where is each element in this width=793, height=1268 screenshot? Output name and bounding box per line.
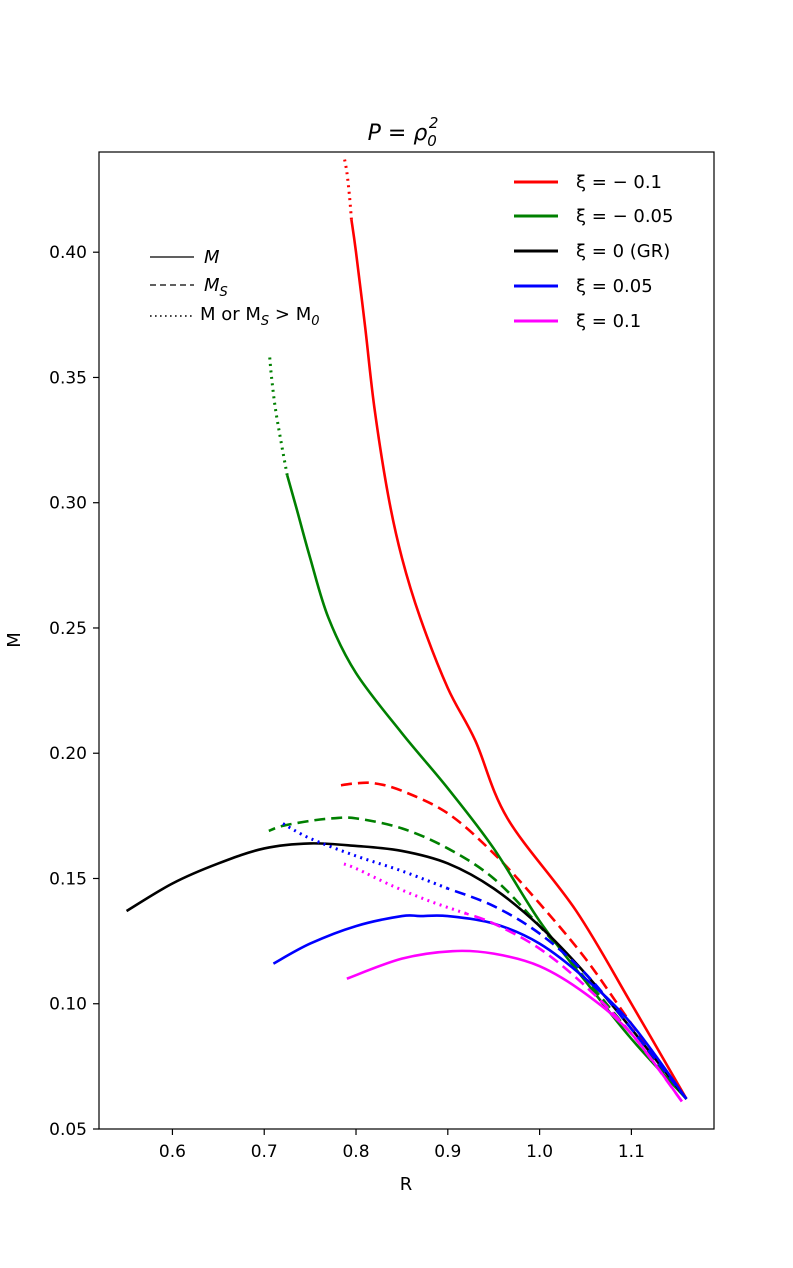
x-tick-label: 0.9 [434, 1142, 461, 1162]
legend-label-xi-005: ξ = 0.05 [576, 276, 653, 297]
x-tick-label: 0.6 [159, 1142, 186, 1162]
x-axis-label: R [400, 1174, 413, 1195]
y-axis-label: M [4, 632, 25, 648]
series-layer [125, 156, 688, 1103]
style-legend-dotted-label: M or MS > M0 [200, 304, 320, 329]
series-line [268, 816, 688, 1100]
y-tick-label: 0.35 [49, 368, 87, 388]
x-tick-label: 0.8 [342, 1142, 369, 1162]
series-legend: ξ = − 0.1 ξ = − 0.05 ξ = 0 (GR) ξ = 0.05… [514, 172, 673, 332]
series-line [346, 949, 683, 1103]
chart-title: P = ρ02 [368, 114, 439, 150]
legend-label-xi-01: ξ = 0.1 [576, 311, 641, 332]
y-tick-label: 0.05 [49, 1120, 87, 1140]
series-line [465, 912, 683, 1103]
series-line [337, 781, 688, 1100]
series-line [350, 219, 688, 1100]
y-tick-label: 0.20 [49, 744, 87, 764]
x-tick-label: 0.7 [251, 1142, 278, 1162]
legend-label-xi-m01: ξ = − 0.1 [576, 172, 662, 193]
style-legend-solid-label: M [204, 247, 220, 268]
y-ticks: 0.05 0.10 0.15 0.20 0.25 0.30 0.35 0.40 [49, 243, 99, 1140]
series-line [447, 887, 688, 1100]
y-tick-label: 0.40 [49, 243, 87, 263]
style-legend-dashed-label: MS [204, 275, 228, 300]
legend-label-xi-0: ξ = 0 (GR) [576, 241, 670, 262]
series-line [125, 842, 688, 1100]
legend-label-xi-m005: ξ = − 0.05 [576, 206, 673, 227]
y-tick-label: 0.30 [49, 494, 87, 514]
y-tick-label: 0.10 [49, 995, 87, 1015]
plot-frame [98, 151, 715, 1130]
y-tick-label: 0.25 [49, 619, 87, 639]
series-line [341, 862, 467, 915]
series-line [281, 822, 449, 890]
x-tick-label: 1.0 [526, 1142, 553, 1162]
x-ticks: 0.6 0.7 0.8 0.9 1.0 1.1 [159, 1129, 645, 1162]
series-line [268, 357, 289, 476]
style-legend: M MS M or MS > M0 [150, 247, 320, 329]
x-tick-label: 1.1 [618, 1142, 645, 1162]
y-tick-label: 0.15 [49, 869, 87, 889]
